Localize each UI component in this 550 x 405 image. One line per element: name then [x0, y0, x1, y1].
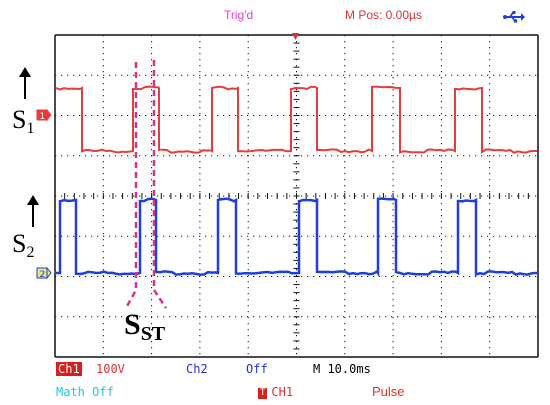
- trigger-source: T CH1: [258, 385, 294, 399]
- usb-icon: [503, 8, 525, 27]
- svg-text:2: 2: [40, 270, 46, 280]
- s1-label: S1: [12, 105, 35, 138]
- timebase: M 10.0ms: [313, 362, 371, 376]
- status-footer: Ch1 100V Ch2 Off M 10.0ms Math Off T CH1 …: [0, 358, 550, 405]
- s2-arrow: [27, 195, 39, 227]
- ch2-label: Ch2: [186, 362, 208, 376]
- trigger-type: Pulse: [372, 384, 405, 399]
- s2-label: S2: [12, 229, 35, 262]
- ch2-state: Off: [246, 362, 268, 376]
- math-status: Math Off: [56, 385, 114, 399]
- trigger-status: Trig'd: [224, 8, 254, 22]
- s1-arrow: [19, 67, 31, 99]
- sst-label: SST: [124, 308, 166, 346]
- trigger-level-marker: [292, 33, 299, 40]
- m-pos-readout: M Pos: 0.00µs: [345, 8, 422, 22]
- sst-annotation-lines: [124, 60, 168, 309]
- ch1-label: Ch1: [56, 362, 82, 376]
- ch1-scale: 100V: [96, 362, 125, 376]
- svg-text:1: 1: [40, 112, 46, 122]
- ch2-waveform: [56, 197, 537, 278]
- ch2-ground-marker: 2: [36, 266, 52, 280]
- status-bar: Trig'd M Pos: 0.00µs: [0, 0, 550, 30]
- ch1-ground-marker: 1: [36, 108, 52, 122]
- ch1-waveform: [55, 85, 537, 154]
- trigger-icon: T: [258, 388, 268, 399]
